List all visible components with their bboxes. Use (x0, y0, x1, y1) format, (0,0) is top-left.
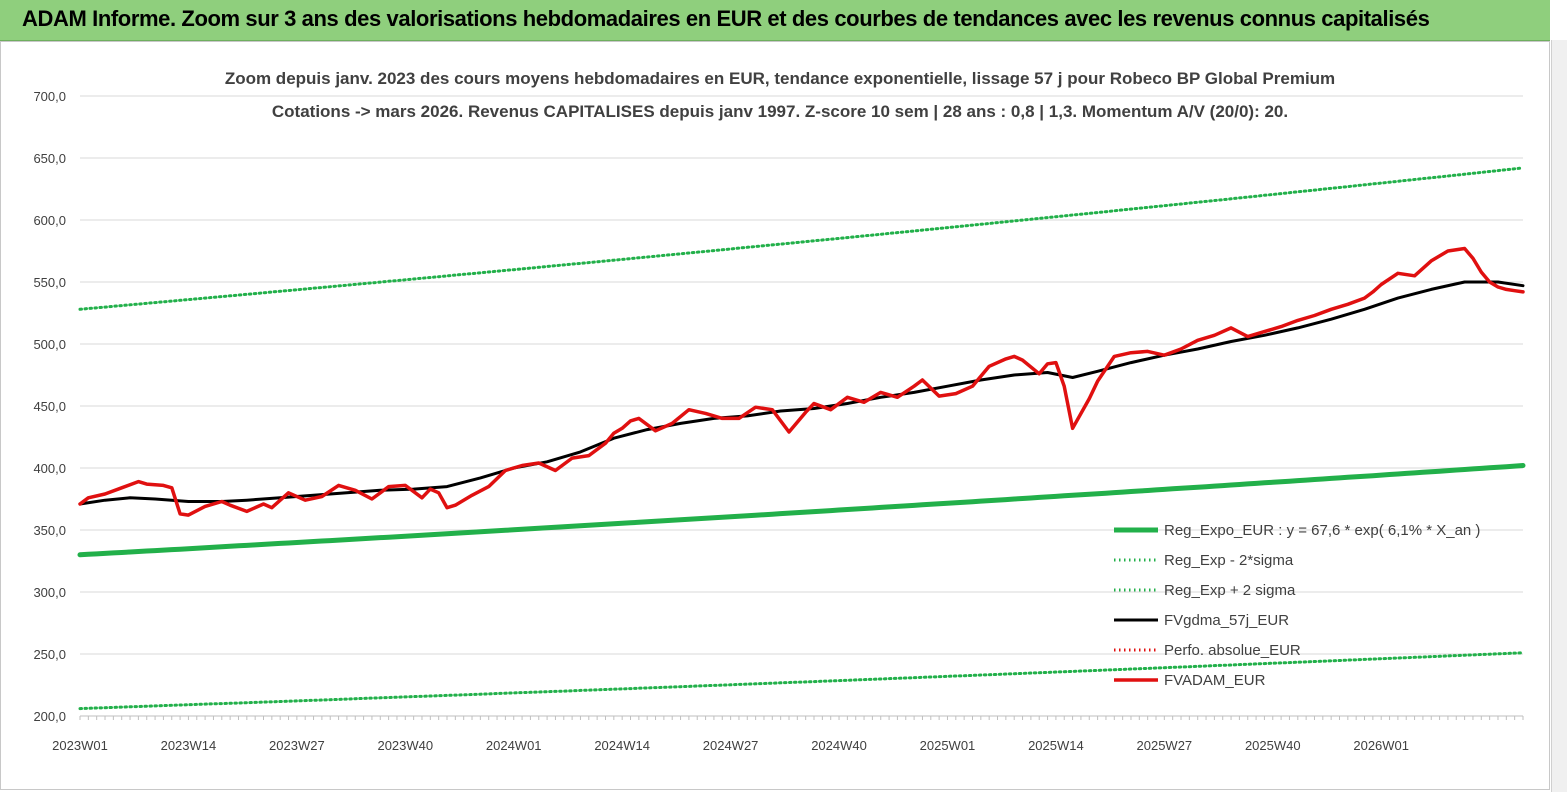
legend-label: Reg_Expo_EUR : y = 67,6 * exp( 6,1% * X_… (1164, 522, 1480, 539)
series-line (78, 651, 1525, 711)
legend-label: FVgdma_57j_EUR (1164, 612, 1289, 629)
x-tick-label: 2025W01 (920, 738, 976, 753)
chart-title-line1: Zoom depuis janv. 2023 des cours moyens … (225, 69, 1335, 88)
y-tick-label: 600,0 (33, 213, 66, 228)
x-tick-label: 2024W01 (486, 738, 542, 753)
y-tick-label: 550,0 (33, 275, 66, 290)
y-tick-label: 250,0 (33, 647, 66, 662)
y-tick-label: 300,0 (33, 585, 66, 600)
legend-label: Perfo. absolue_EUR (1164, 642, 1301, 659)
report-title: ADAM Informe. Zoom sur 3 ans des valoris… (22, 6, 1430, 31)
vertical-scrollbar[interactable] (1551, 40, 1567, 792)
legend-label: Reg_Exp - 2*sigma (1164, 552, 1294, 569)
x-tick-label: 2024W40 (811, 738, 867, 753)
legend: Reg_Expo_EUR : y = 67,6 * exp( 6,1% * X_… (1114, 522, 1480, 689)
series-line (78, 280, 1525, 506)
x-tick-label: 2025W14 (1028, 738, 1084, 753)
chart-title-line2: Cotations -> mars 2026. Revenus CAPITALI… (272, 102, 1288, 121)
x-tick-label: 2025W27 (1137, 738, 1193, 753)
y-tick-label: 650,0 (33, 151, 66, 166)
y-tick-label: 200,0 (33, 709, 66, 724)
x-tick-label: 2024W14 (594, 738, 650, 753)
x-tick-label: 2023W40 (377, 738, 433, 753)
series-line (77, 463, 1526, 558)
grid-lines (80, 95, 1523, 717)
y-tick-label: 400,0 (33, 461, 66, 476)
series-line (78, 166, 1525, 311)
y-tick-label: 700,0 (33, 89, 66, 104)
legend-label: Reg_Exp + 2 sigma (1164, 582, 1296, 599)
x-tick-label: 2024W27 (703, 738, 759, 753)
legend-label: FVADAM_EUR (1164, 672, 1266, 689)
report-banner: ADAM Informe. Zoom sur 3 ans des valoris… (0, 0, 1550, 41)
y-axis: 200,0 250,0 300,0 350,0 400,0 450,0 500,0 550,0… (33, 89, 66, 724)
x-tick-label: 2026W01 (1353, 738, 1409, 753)
y-tick-label: 350,0 (33, 523, 66, 538)
y-tick-label: 500,0 (33, 337, 66, 352)
x-tick-label: 2023W01 (52, 738, 108, 753)
x-tick-label: 2023W14 (161, 738, 217, 753)
x-axis: 2023W01 2023W14 2023W27 2023W40 2024W01 2024W… (52, 715, 1524, 753)
series-line (78, 246, 1525, 517)
y-tick-label: 450,0 (33, 399, 66, 414)
x-tick-label: 2023W27 (269, 738, 325, 753)
series-layer (77, 166, 1526, 711)
x-tick-label: 2025W40 (1245, 738, 1301, 753)
